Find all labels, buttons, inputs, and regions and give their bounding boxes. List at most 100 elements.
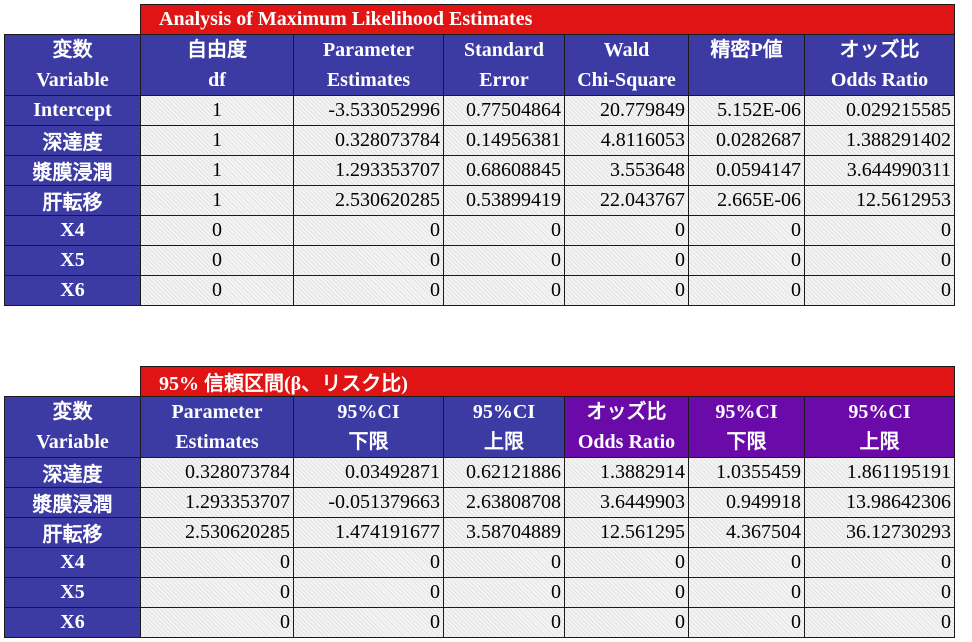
- value-cell: 1: [140, 155, 294, 186]
- value-cell: 0: [140, 215, 294, 246]
- header-odds-ratio: オッズ比 Odds Ratio: [804, 34, 955, 96]
- header-df: 自由度 df: [140, 34, 294, 96]
- row-label: X4: [4, 547, 141, 578]
- value-cell: 0: [443, 275, 565, 306]
- table-row: X4 0 0 0 0 0 0: [4, 547, 955, 578]
- row-label: 漿膜浸潤: [4, 155, 141, 186]
- header-row: 変数 Variable 自由度 df Parameter Estimates Stan…: [4, 34, 955, 96]
- value-cell: 5.152E-06: [688, 95, 805, 126]
- blank-cell: [4, 366, 141, 397]
- value-cell: -3.533052996: [293, 95, 444, 126]
- value-cell: 0: [293, 275, 444, 306]
- header-exact-p-value: 精密P値: [688, 34, 805, 96]
- value-cell: 0: [140, 577, 294, 608]
- header-wald-chi-square: Wald Chi-Square: [564, 34, 689, 96]
- header-odds-ratio: オッズ比 Odds Ratio: [564, 396, 689, 458]
- table-title-row: Analysis of Maximum Likelihood Estimates: [4, 4, 955, 35]
- value-cell: 0.62121886: [443, 457, 565, 488]
- mle-table: Analysis of Maximum Likelihood Estimates…: [4, 4, 955, 306]
- table-row: 漿膜浸潤 1 1.293353707 0.68608845 3.553648 0.0594…: [4, 155, 955, 186]
- value-cell: 0: [140, 607, 294, 638]
- header-parameter-estimates: Parameter Estimates: [140, 396, 294, 458]
- value-cell: 4.367504: [688, 517, 805, 548]
- value-cell: 1.388291402: [804, 125, 955, 156]
- table-row: X6 0 0 0 0 0 0: [4, 275, 955, 306]
- value-cell: 0: [443, 547, 565, 578]
- value-cell: 0: [804, 577, 955, 608]
- value-cell: 4.8116053: [564, 125, 689, 156]
- value-cell: 3.6449903: [564, 487, 689, 518]
- table-row: X5 0 0 0 0 0 0: [4, 245, 955, 276]
- value-cell: 1.293353707: [140, 487, 294, 518]
- value-cell: 12.561295: [564, 517, 689, 548]
- row-label: X6: [4, 275, 141, 306]
- value-cell: 0: [804, 275, 955, 306]
- value-cell: 0: [688, 547, 805, 578]
- value-cell: 0: [804, 215, 955, 246]
- row-label: X4: [4, 215, 141, 246]
- table-row: Intercept 1 -3.533052996 0.77504864 20.77984…: [4, 95, 955, 126]
- table-row: 深達度 1 0.328073784 0.14956381 4.8116053 0.0282…: [4, 125, 955, 156]
- value-cell: 0: [688, 275, 805, 306]
- row-label: 深達度: [4, 457, 141, 488]
- value-cell: 1.861195191: [804, 457, 955, 488]
- value-cell: 0.0282687: [688, 125, 805, 156]
- row-label: Intercept: [4, 95, 141, 126]
- value-cell: 22.043767: [564, 185, 689, 216]
- row-label: X6: [4, 607, 141, 638]
- value-cell: 0.14956381: [443, 125, 565, 156]
- value-cell: 12.5612953: [804, 185, 955, 216]
- value-cell: 0: [804, 607, 955, 638]
- row-label: X5: [4, 245, 141, 276]
- value-cell: 0: [443, 245, 565, 276]
- header-or-ci-lower: 95%CI 下限: [688, 396, 805, 458]
- header-parameter-estimates: Parameter Estimates: [293, 34, 444, 96]
- header-variable: 変数 Variable: [4, 34, 141, 96]
- value-cell: 0.53899419: [443, 185, 565, 216]
- value-cell: 0: [293, 547, 444, 578]
- value-cell: 0: [564, 215, 689, 246]
- value-cell: 1: [140, 125, 294, 156]
- value-cell: 1.293353707: [293, 155, 444, 186]
- value-cell: 36.12730293: [804, 517, 955, 548]
- value-cell: 0: [293, 245, 444, 276]
- value-cell: 0: [688, 245, 805, 276]
- value-cell: 0.03492871: [293, 457, 444, 488]
- table-title-row: 95% 信頼区間(β、リスク比): [4, 366, 955, 397]
- value-cell: 0.949918: [688, 487, 805, 518]
- value-cell: 3.58704889: [443, 517, 565, 548]
- value-cell: 2.63808708: [443, 487, 565, 518]
- value-cell: 0: [443, 607, 565, 638]
- header-or-ci-upper: 95%CI 上限: [804, 396, 955, 458]
- value-cell: 3.553648: [564, 155, 689, 186]
- table-row: X6 0 0 0 0 0 0: [4, 607, 955, 638]
- table-row: 深達度 0.328073784 0.03492871 0.62121886 1.3882…: [4, 457, 955, 488]
- value-cell: 0: [443, 215, 565, 246]
- row-label: X5: [4, 577, 141, 608]
- value-cell: 0: [443, 577, 565, 608]
- value-cell: 0: [564, 547, 689, 578]
- value-cell: 0: [564, 577, 689, 608]
- confidence-interval-table: 95% 信頼区間(β、リスク比) 変数 Variable Parameter Est…: [4, 366, 955, 638]
- value-cell: 2.530620285: [140, 517, 294, 548]
- value-cell: -0.051379663: [293, 487, 444, 518]
- value-cell: 0.328073784: [293, 125, 444, 156]
- value-cell: 0: [293, 215, 444, 246]
- table-title: 95% 信頼区間(β、リスク比): [140, 366, 955, 397]
- value-cell: 1.0355459: [688, 457, 805, 488]
- value-cell: 0.77504864: [443, 95, 565, 126]
- header-standard-error: Standard Error: [443, 34, 565, 96]
- value-cell: 0: [564, 245, 689, 276]
- value-cell: 20.779849: [564, 95, 689, 126]
- value-cell: 1: [140, 95, 294, 126]
- value-cell: 0: [293, 607, 444, 638]
- value-cell: 0: [688, 607, 805, 638]
- value-cell: 1.3882914: [564, 457, 689, 488]
- value-cell: 0: [688, 215, 805, 246]
- value-cell: 0: [140, 245, 294, 276]
- table-row: 肝転移 2.530620285 1.474191677 3.58704889 12.56…: [4, 517, 955, 548]
- value-cell: 0.68608845: [443, 155, 565, 186]
- table-row: X5 0 0 0 0 0 0: [4, 577, 955, 608]
- row-label: 深達度: [4, 125, 141, 156]
- value-cell: 0: [564, 275, 689, 306]
